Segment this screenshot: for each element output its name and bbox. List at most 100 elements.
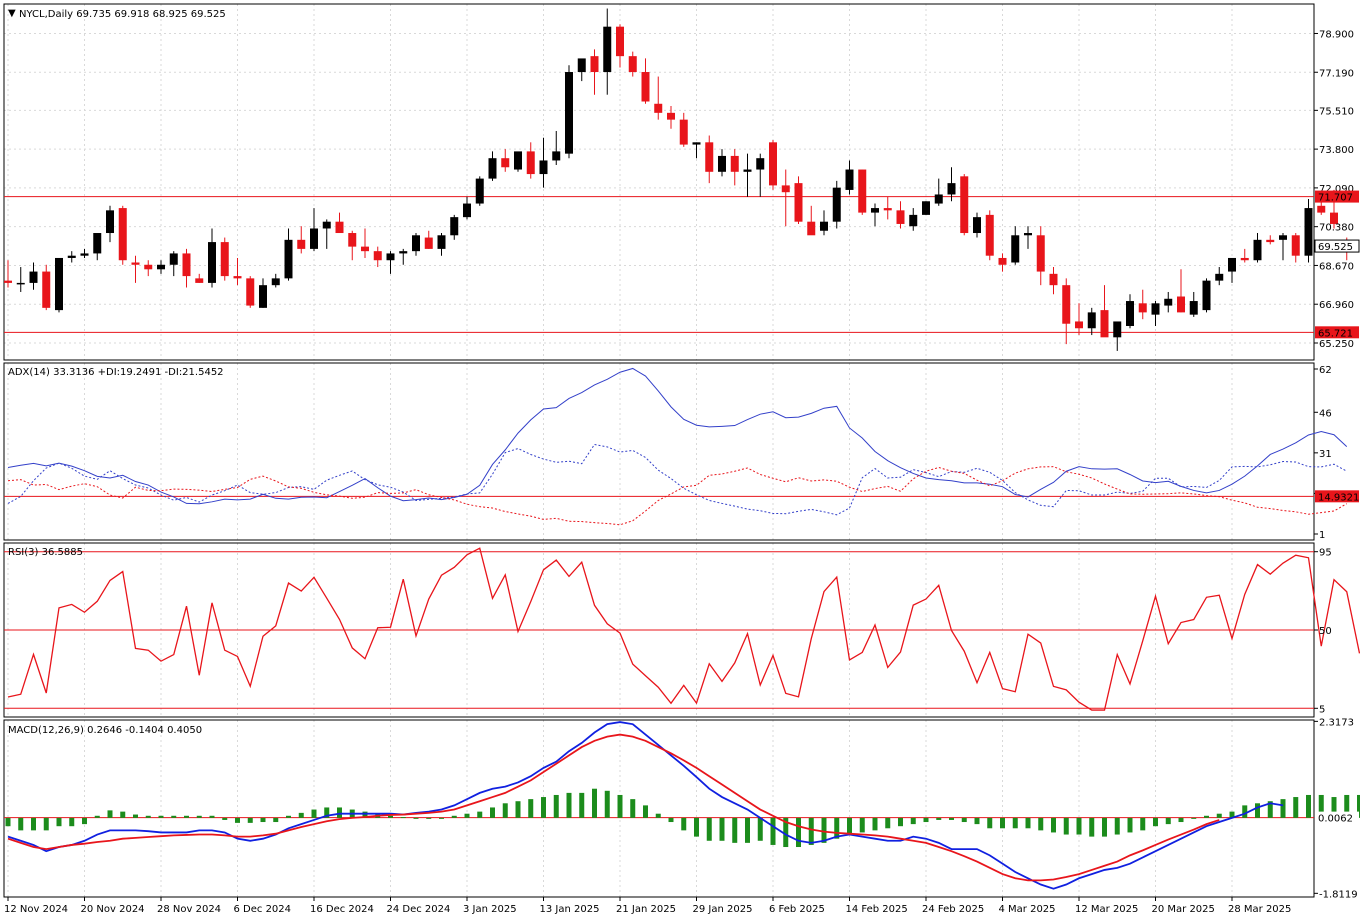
x-axis-label: 24 Dec 2024 xyxy=(387,904,451,915)
price-panel-title-icon[interactable]: ▼ xyxy=(8,8,16,19)
candle-body xyxy=(654,103,663,113)
adx-panel[interactable] xyxy=(3,362,1315,541)
macd-histogram-bar xyxy=(158,815,164,818)
price-level-tag-box xyxy=(1315,326,1359,339)
candle-body xyxy=(769,142,777,186)
candle-body xyxy=(985,214,994,256)
candle-body xyxy=(348,233,357,247)
macd-histogram-bar xyxy=(31,817,36,831)
macd-histogram-bar xyxy=(732,817,738,843)
macd-histogram-bar xyxy=(783,817,789,848)
candle-body xyxy=(667,112,675,120)
macd-histogram-bar xyxy=(694,817,699,837)
candle-body xyxy=(1266,239,1275,243)
macd-histogram-bar xyxy=(719,817,725,841)
rsi-axis-label: 5 xyxy=(1319,704,1325,715)
candle-body xyxy=(858,169,867,213)
candle-body xyxy=(271,278,280,286)
candle-body xyxy=(335,221,344,234)
x-axis-label: 3 Jan 2025 xyxy=(463,904,517,915)
macd-histogram-bar xyxy=(655,813,661,818)
candle-body xyxy=(1253,239,1262,261)
candle-body xyxy=(845,169,854,190)
macd-histogram-bar xyxy=(770,817,776,845)
candle-body xyxy=(526,151,535,175)
macd-histogram-bar xyxy=(69,817,75,827)
macd-histogram-bar xyxy=(1306,794,1311,818)
macd-histogram-bar xyxy=(286,815,291,818)
macd-histogram-bar xyxy=(1331,797,1337,818)
candle-body xyxy=(29,271,38,283)
adx-panel-title: ADX(14) 33.3136 +DI:19.2491 -DI:21.5452 xyxy=(8,367,224,378)
candle-body xyxy=(208,242,216,283)
macd-histogram-bar xyxy=(439,817,444,819)
candle-body xyxy=(488,158,497,179)
candle-body xyxy=(973,217,981,234)
price-panel[interactable] xyxy=(3,3,1315,361)
macd-histogram-bar xyxy=(859,817,865,833)
macd-histogram-bar xyxy=(553,794,559,818)
candle-body xyxy=(42,271,51,308)
candle-body xyxy=(628,56,637,73)
candle-body xyxy=(182,253,191,277)
candle-body xyxy=(781,185,790,193)
candle-body xyxy=(679,119,688,145)
x-axis-label: 14 Feb 2025 xyxy=(846,904,908,915)
candle-body xyxy=(297,239,306,249)
price-level-tag-label: 71.707 xyxy=(1318,193,1353,204)
candle-body xyxy=(1291,235,1300,256)
adx-axis-label: 1 xyxy=(1319,530,1325,541)
macd-series-1 xyxy=(7,733,1220,882)
candle-body xyxy=(718,155,726,172)
macd-histogram-bar xyxy=(987,817,993,829)
price-axis-label: 77.190 xyxy=(1319,68,1354,79)
candle-body xyxy=(1177,296,1185,313)
x-axis-label: 16 Dec 2024 xyxy=(310,904,374,915)
macd-histogram-bar xyxy=(1357,794,1360,818)
macd-histogram-bar xyxy=(413,817,419,819)
macd-histogram-bar xyxy=(1089,817,1095,837)
macd-histogram-bar xyxy=(1153,817,1158,827)
axis-layer: 12 Nov 2024 20 Nov 2024 28 Nov 2024 6 Dec 2… xyxy=(4,29,1360,915)
candle-body xyxy=(93,233,102,254)
candle-body xyxy=(909,214,918,227)
candle-body xyxy=(106,210,114,234)
price-axis-label: 68.670 xyxy=(1319,261,1354,272)
macd-histogram-bar xyxy=(400,817,406,819)
candle-body xyxy=(1164,298,1173,306)
price-axis-label: 70.380 xyxy=(1319,223,1354,234)
macd-histogram-bar xyxy=(949,817,954,820)
adx-series-2 xyxy=(7,466,1347,526)
price-panel-title: NYCL,Daily 69.735 69.918 68.925 69.525 xyxy=(19,9,226,20)
macd-histogram-bar xyxy=(923,817,929,823)
macd-histogram-bar xyxy=(630,799,636,818)
price-axis-label: 72.090 xyxy=(1319,184,1354,195)
price-level-tag-box xyxy=(1315,190,1359,203)
macd-histogram-bar xyxy=(94,815,100,818)
adx-axis-label: 46 xyxy=(1319,408,1332,419)
candle-body xyxy=(1062,285,1071,324)
candle-body xyxy=(1279,235,1287,240)
macd-histogram-bar xyxy=(1076,817,1082,835)
candle-body xyxy=(1113,321,1122,338)
macd-histogram-bar xyxy=(451,815,457,818)
candle-body xyxy=(1075,321,1083,329)
candle-body xyxy=(246,278,255,306)
x-axis-label: 29 Jan 2025 xyxy=(693,904,753,915)
macd-histogram-bar xyxy=(426,817,432,819)
candle-body xyxy=(883,208,892,211)
candle-body xyxy=(118,208,127,261)
macd-panel[interactable] xyxy=(3,719,1315,898)
candle-body xyxy=(552,151,561,161)
candle-body xyxy=(922,201,930,215)
macd-histogram-bar xyxy=(796,817,801,848)
macd-histogram-bar xyxy=(617,794,623,818)
macd-histogram-bar xyxy=(834,817,840,839)
candle-body xyxy=(960,176,969,234)
price-axis-label: 73.800 xyxy=(1319,145,1354,156)
adx-level-tag-label: 14.9321 xyxy=(1318,492,1359,503)
candle-body xyxy=(1138,303,1147,313)
macd-histogram-bar xyxy=(1114,817,1120,835)
